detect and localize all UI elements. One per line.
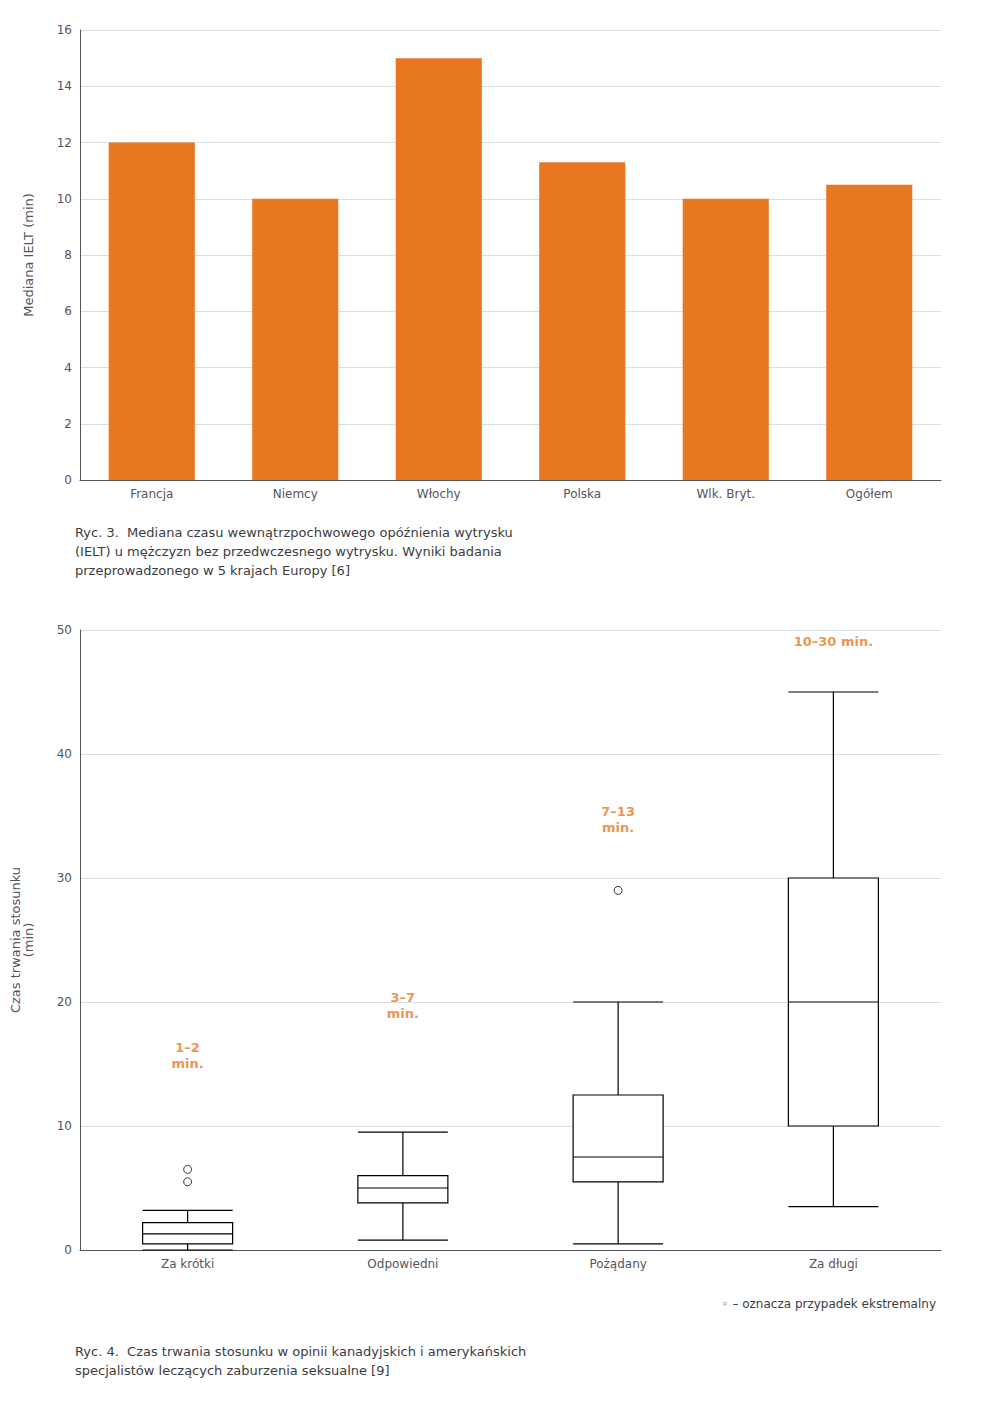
svg-text:Ryc. 4. Czas trwania stosunku: Ryc. 4. Czas trwania stosunku w opinii k…	[75, 1344, 526, 1359]
svg-text:min.: min.	[602, 820, 634, 835]
svg-text:min.: min.	[387, 1006, 419, 1021]
svg-text:specjalistów leczących zaburze: specjalistów leczących zaburzenia seksua…	[75, 1363, 390, 1378]
svg-text:4: 4	[64, 361, 72, 375]
svg-text:2: 2	[64, 417, 72, 431]
svg-text:10: 10	[57, 192, 72, 206]
svg-text:20: 20	[57, 995, 72, 1009]
svg-text:12: 12	[57, 136, 72, 150]
svg-text:10: 10	[57, 1119, 72, 1133]
svg-text:Za krótki: Za krótki	[161, 1257, 214, 1271]
svg-text:0: 0	[64, 1243, 72, 1257]
svg-text:Niemcy: Niemcy	[273, 487, 318, 501]
svg-text:Odpowiedni: Odpowiedni	[367, 1257, 438, 1271]
svg-text:3–7: 3–7	[391, 990, 416, 1005]
svg-text:30: 30	[57, 871, 72, 885]
svg-text:10–30 min.: 10–30 min.	[794, 634, 873, 649]
svg-text:Ogółem: Ogółem	[846, 487, 893, 501]
svg-text:Pożądany: Pożądany	[589, 1257, 646, 1271]
svg-text:Polska: Polska	[563, 487, 601, 501]
svg-text:(min): (min)	[21, 923, 36, 958]
svg-text:Mediana IELT (min): Mediana IELT (min)	[21, 193, 36, 317]
svg-text:◦ – oznacza przypadek ekstrema: ◦ – oznacza przypadek ekstremalny	[722, 1297, 936, 1311]
svg-text:7–13: 7–13	[601, 804, 635, 819]
svg-text:Włochy: Włochy	[417, 487, 461, 501]
svg-text:8: 8	[64, 248, 72, 262]
svg-text:0: 0	[64, 473, 72, 487]
svg-text:Ryc. 3. Mediana czasu wewnątr: Ryc. 3. Mediana czasu wewnątrzpochwowego…	[75, 525, 513, 540]
svg-text:Za długi: Za długi	[809, 1257, 858, 1271]
svg-text:40: 40	[57, 747, 72, 761]
svg-text:min.: min.	[172, 1056, 204, 1071]
svg-text:Czas trwania stosunku: Czas trwania stosunku	[8, 866, 23, 1014]
svg-text:50: 50	[57, 623, 72, 637]
svg-text:Wlk. Bryt.: Wlk. Bryt.	[696, 487, 755, 501]
svg-text:1–2: 1–2	[175, 1040, 200, 1055]
svg-text:6: 6	[64, 304, 72, 318]
svg-text:Francja: Francja	[130, 487, 173, 501]
svg-text:przeprowadzonego w 5 krajach E: przeprowadzonego w 5 krajach Europy [6]	[75, 563, 350, 578]
svg-text:14: 14	[57, 79, 72, 93]
svg-text:16: 16	[57, 23, 72, 37]
svg-text:(IELT) u mężczyzn bez przedwcz: (IELT) u mężczyzn bez przedwczesnego wyt…	[75, 544, 502, 559]
